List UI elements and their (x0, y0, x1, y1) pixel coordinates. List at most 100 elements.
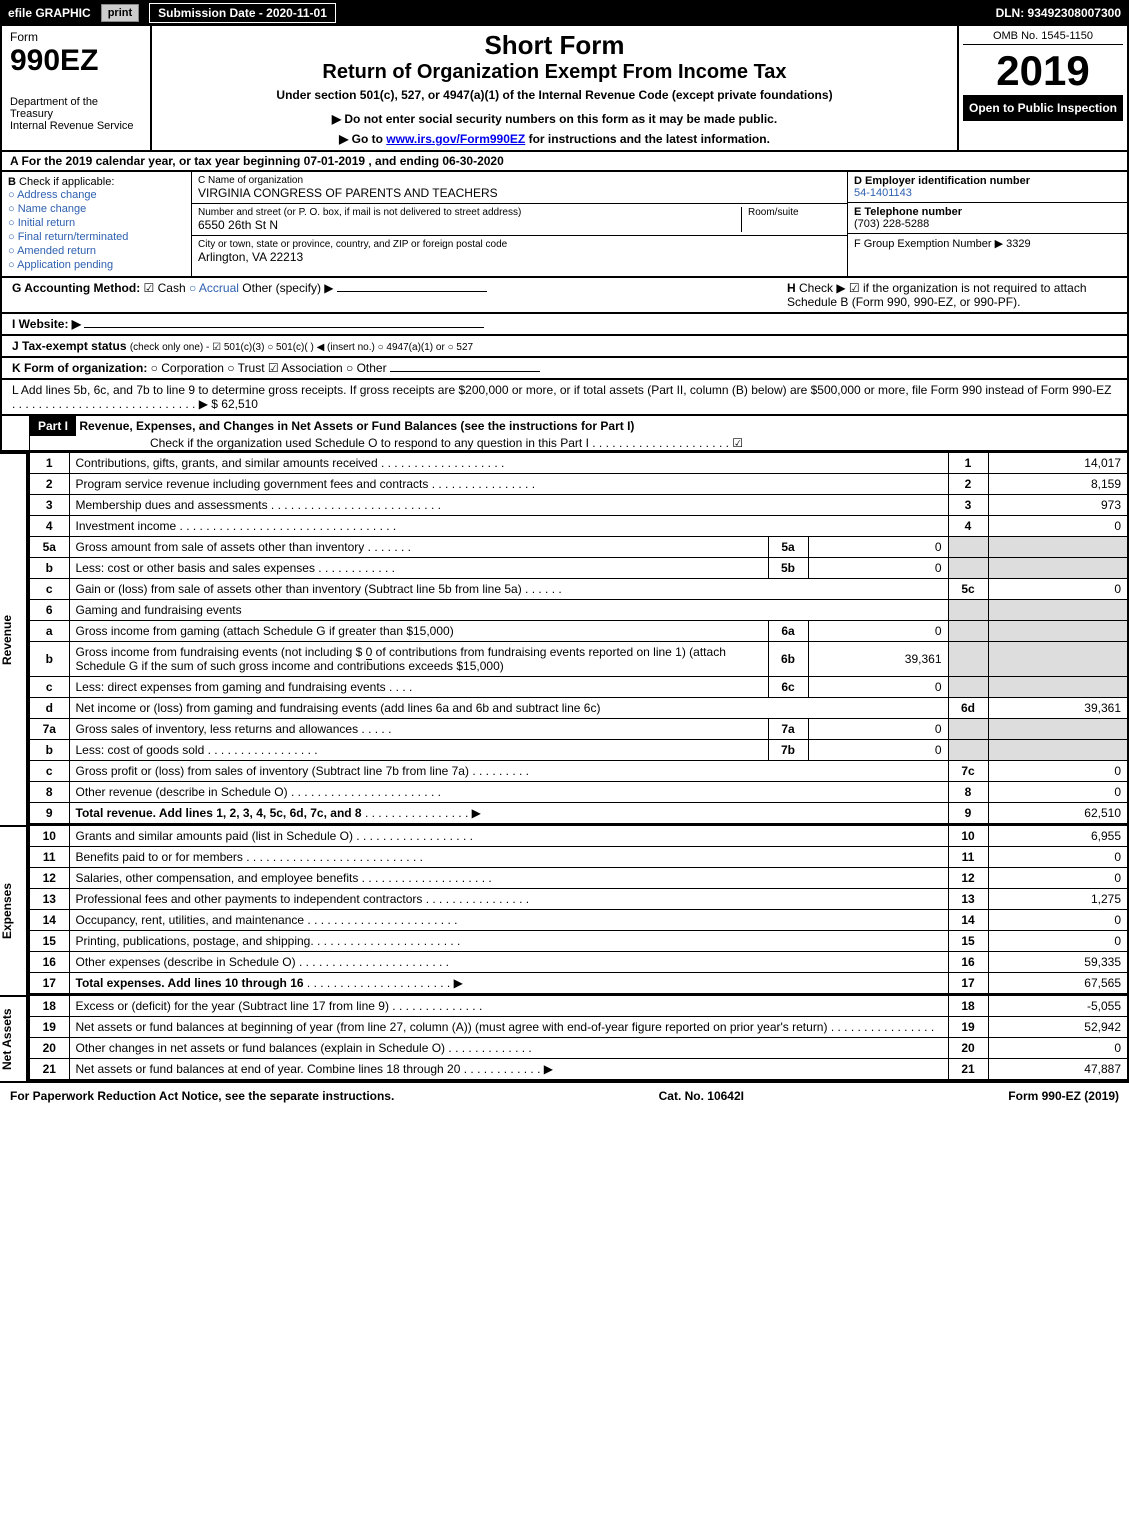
phone-value: (703) 228-5288 (854, 218, 929, 230)
form-of-org-label: K Form of organization: (12, 361, 147, 375)
chk-amended-return[interactable]: Amended return (8, 244, 185, 258)
line-6b-desc1: Gross income from fundraising events (no… (76, 645, 366, 659)
line-2-desc: Program service revenue including govern… (76, 477, 429, 491)
line-7a-val: 0 (808, 719, 948, 740)
line-10-desc: Grants and similar amounts paid (list in… (76, 829, 353, 843)
street-address: 6550 26th St N (198, 218, 741, 232)
side-label-revenue: Revenue (0, 452, 28, 825)
chk-final-return[interactable]: Final return/terminated (8, 230, 185, 244)
g-h-row: G Accounting Method: Cash Accrual Other … (0, 278, 1129, 314)
gross-receipts-row: L Add lines 5b, 6c, and 7b to line 9 to … (0, 380, 1129, 416)
line-11-val: 0 (988, 847, 1128, 868)
city-state-zip: Arlington, VA 22213 (198, 250, 841, 264)
website-row: I Website: ▶ (0, 314, 1129, 336)
line-5b-desc: Less: cost or other basis and sales expe… (76, 561, 315, 575)
chk-name-change[interactable]: Name change (8, 202, 185, 216)
line-16-val: 59,335 (988, 952, 1128, 973)
line-14-desc: Occupancy, rent, utilities, and maintena… (76, 913, 305, 927)
chk-application-pending[interactable]: Application pending (8, 258, 185, 272)
dln-label: DLN: 93492308007300 (996, 6, 1121, 20)
website-blank (84, 327, 484, 328)
line-18-val: -5,055 (988, 996, 1128, 1017)
goto-link[interactable]: www.irs.gov/Form990EZ (386, 132, 525, 146)
line-12: 12 Salaries, other compensation, and emp… (29, 868, 1128, 889)
form-word: Form (10, 30, 142, 44)
line-7a-desc: Gross sales of inventory, less returns a… (76, 722, 359, 736)
line-20-val: 0 (988, 1038, 1128, 1059)
line-10-val: 6,955 (988, 826, 1128, 847)
dept-irs: Internal Revenue Service (10, 120, 142, 132)
header-right-block: OMB No. 1545-1150 2019 Open to Public In… (957, 26, 1127, 150)
line-6a-desc: Gross income from gaming (attach Schedul… (69, 621, 768, 642)
ein-value: 54-1401143 (854, 187, 912, 199)
side-label-expenses: Expenses (0, 825, 28, 995)
line-3-val: 973 (988, 495, 1128, 516)
line-15-desc: Printing, publications, postage, and shi… (76, 934, 314, 948)
line-6d: d Net income or (loss) from gaming and f… (29, 698, 1128, 719)
tax-exempt-label: J Tax-exempt status (12, 339, 127, 353)
line-11: 11 Benefits paid to or for members . . .… (29, 847, 1128, 868)
line-6d-desc: Net income or (loss) from gaming and fun… (69, 698, 948, 719)
line-11-desc: Benefits paid to or for members (76, 850, 243, 864)
line-6a-val: 0 (808, 621, 948, 642)
line-20: 20 Other changes in net assets or fund b… (29, 1038, 1128, 1059)
form-of-org-row: K Form of organization: ○ Corporation ○ … (0, 358, 1129, 380)
goto-prefix: ▶ Go to (339, 132, 386, 146)
line-13: 13 Professional fees and other payments … (29, 889, 1128, 910)
chk-accrual[interactable]: Accrual (189, 281, 239, 295)
efile-label: efile GRAPHIC (8, 6, 91, 20)
print-button[interactable]: print (101, 4, 139, 22)
side-label-net-assets: Net Assets (0, 995, 28, 1081)
line-6: 6 Gaming and fundraising events (29, 600, 1128, 621)
header-center-block: Short Form Return of Organization Exempt… (152, 26, 957, 150)
street-label: Number and street (or P. O. box, if mail… (198, 207, 741, 218)
footer-right: Form 990-EZ (2019) (1008, 1089, 1119, 1103)
form-number: 990EZ (10, 44, 142, 78)
line-19: 19 Net assets or fund balances at beginn… (29, 1017, 1128, 1038)
chk-initial-return[interactable]: Initial return (8, 216, 185, 230)
footer-left: For Paperwork Reduction Act Notice, see … (10, 1089, 394, 1103)
part1-schedule-o: Check if the organization used Schedule … (30, 436, 1127, 450)
section-c: C Name of organization VIRGINIA CONGRESS… (192, 172, 847, 276)
line-19-desc: Net assets or fund balances at beginning… (76, 1020, 828, 1034)
line-18: 18 Excess or (deficit) for the year (Sub… (29, 996, 1128, 1017)
line-13-desc: Professional fees and other payments to … (76, 892, 423, 906)
line-5c: c Gain or (loss) from sale of assets oth… (29, 579, 1128, 600)
room-suite-label: Room/suite (741, 207, 841, 232)
part1-header-row: Part I Revenue, Expenses, and Changes in… (0, 416, 1129, 452)
line-9-desc: Total revenue. Add lines 1, 2, 3, 4, 5c,… (76, 806, 362, 820)
line-7b-desc: Less: cost of goods sold (76, 743, 205, 757)
arrow-icon: ▶ (544, 1062, 553, 1076)
line-6c: c Less: direct expenses from gaming and … (29, 677, 1128, 698)
line-12-desc: Salaries, other compensation, and employ… (76, 871, 359, 885)
open-to-public: Open to Public Inspection (963, 95, 1123, 121)
chk-address-change[interactable]: Address change (8, 188, 185, 202)
top-bar: efile GRAPHIC print Submission Date - 20… (0, 0, 1129, 26)
submission-date: Submission Date - 2020-11-01 (149, 3, 336, 23)
check-if-applicable: Check if applicable: (19, 176, 114, 188)
city-label: City or town, state or province, country… (198, 239, 841, 250)
line-20-desc: Other changes in net assets or fund bala… (76, 1041, 446, 1055)
line-17: 17 Total expenses. Add lines 10 through … (29, 973, 1128, 995)
section-b: B Check if applicable: Address change Na… (2, 172, 192, 276)
net-assets-table: 18 Excess or (deficit) for the year (Sub… (28, 995, 1129, 1081)
line-1-val: 14,017 (988, 453, 1128, 474)
line-6b-underline: 0 (366, 645, 373, 660)
line-5c-desc: Gain or (loss) from sale of assets other… (76, 582, 522, 596)
tax-exempt-tail: (check only one) - ☑ 501(c)(3) ○ 501(c)(… (130, 342, 473, 353)
chk-cash[interactable]: Cash (144, 281, 186, 295)
line-5a-desc: Gross amount from sale of assets other t… (76, 540, 365, 554)
section-h-label: H (787, 281, 796, 295)
net-assets-block: Net Assets 18 Excess or (deficit) for th… (0, 995, 1129, 1081)
line-12-val: 0 (988, 868, 1128, 889)
line-7c-desc: Gross profit or (loss) from sales of inv… (76, 764, 469, 778)
phone-label: E Telephone number (854, 206, 962, 218)
section-def: D Employer identification number 54-1401… (847, 172, 1127, 276)
line-15: 15 Printing, publications, postage, and … (29, 931, 1128, 952)
group-exemption: F Group Exemption Number ▶ 3329 (854, 238, 1031, 250)
line-3: 3 Membership dues and assessments . . . … (29, 495, 1128, 516)
line-17-desc: Total expenses. Add lines 10 through 16 (76, 976, 304, 990)
line-9-val: 62,510 (988, 803, 1128, 825)
line-6d-val: 39,361 (988, 698, 1128, 719)
form-header: Form 990EZ Department of the Treasury In… (0, 26, 1129, 152)
